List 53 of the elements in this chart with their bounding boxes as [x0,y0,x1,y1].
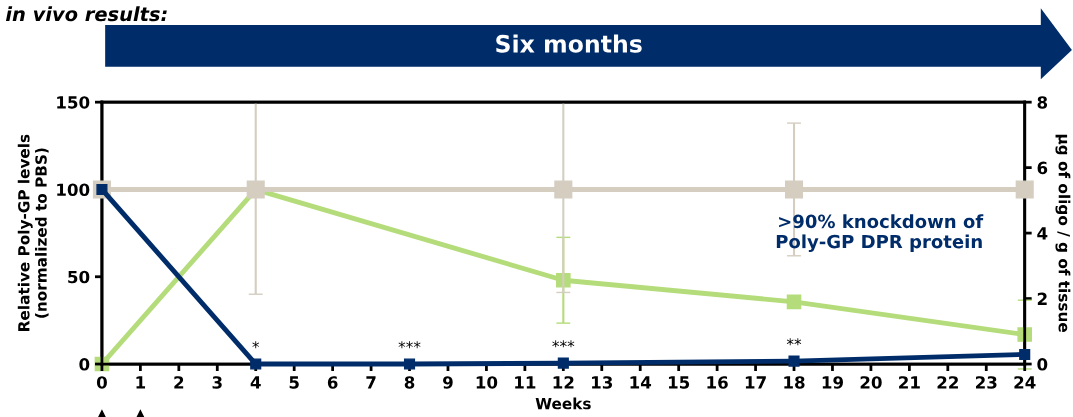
point [250,358,262,370]
x-tick-label: 16 [707,376,728,389]
point [786,294,802,310]
x-tick-label: 3 [212,376,222,389]
y-axis-title: Relative Poly-GP levels (normalized to PBS) [17,134,49,331]
x-tick-label: 22 [937,376,958,389]
point [557,357,569,369]
x-tick-label: 18 [784,376,805,389]
x-tick-label: 8 [404,376,415,389]
y2-tick-label: 2 [1037,292,1047,305]
annotation: *** [552,340,575,348]
x-tick-label: 19 [822,376,843,389]
x-tick-label: 9 [443,376,453,389]
annotation: * [252,341,260,349]
annotation: >90% knockdown of Poly-GP DPR protein [776,214,984,253]
y-tick-label: 100 [57,183,90,197]
x-tick-label: 12 [553,376,574,389]
y-tick-label: 50 [68,270,90,284]
x-tick-label: 11 [515,376,536,389]
x-tick-label: 15 [668,376,690,389]
x-tick-label: 23 [975,376,997,389]
point [1015,180,1034,199]
annotation: ** [786,338,802,346]
text: Six months [496,34,642,53]
x-tick-label: 4 [250,376,261,389]
x-tick-label: 0 [96,376,107,389]
x-tick-label: 6 [327,376,338,389]
x-tick-label: 17 [745,376,766,389]
x-tick-label: 21 [899,376,920,389]
y2-axis-title: µg of oligo / g of tissue [1055,134,1071,332]
x-tick-label: 14 [630,376,652,389]
point [784,180,804,199]
x-tick-label: 20 [860,376,882,389]
point [1019,348,1031,360]
y2-tick-label: 6 [1037,161,1048,175]
x-tick-label: 1 [136,376,146,389]
y2-tick-label: 8 [1037,96,1048,109]
x-tick-label: 24 [1014,376,1036,389]
x-tick-label: 7 [366,376,376,389]
y2-tick-label: 0 [1037,358,1048,371]
x-tick-label: 2 [174,376,184,389]
annotation: *** [398,341,421,349]
x-tick-label: 10 [476,376,498,389]
y2-tick-label: 4 [1037,227,1048,240]
chart-title: in vivo results: [5,6,167,22]
y-tick-label: 0 [79,358,90,371]
y-tick-label: 150 [57,96,90,109]
x-tick-label: 5 [289,376,299,389]
point [554,180,573,199]
x-tick-label: 13 [592,376,613,389]
point [788,355,800,367]
point [403,358,416,370]
x-axis-title: Weeks [535,397,591,410]
